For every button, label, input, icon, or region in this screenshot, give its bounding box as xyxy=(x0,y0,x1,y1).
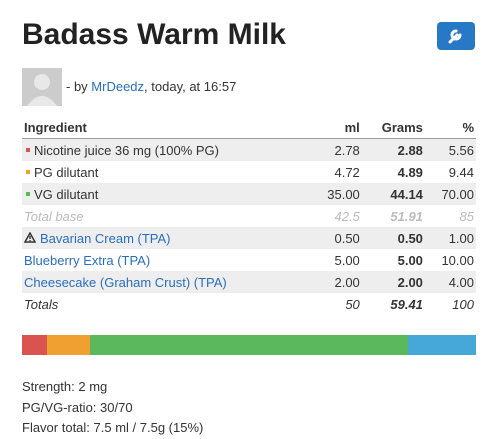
byline-prefix: - by xyxy=(66,79,88,94)
edit-button[interactable] xyxy=(437,22,475,50)
ingredient-cell: Nicotine juice 36 mg (100% PG) xyxy=(22,138,311,161)
ingredient-cell: Cheesecake (Graham Crust) (TPA) xyxy=(22,271,311,293)
warning-icon xyxy=(23,230,37,246)
summary: Strength: 2 mg PG/VG-ratio: 30/70 Flavor t… xyxy=(22,377,203,439)
value-cell: 2.88 xyxy=(361,138,425,161)
value-cell: 70.00 xyxy=(424,183,476,205)
column-header: Ingredient xyxy=(22,116,311,139)
value-cell: 35.00 xyxy=(310,183,362,205)
column-header: % xyxy=(424,116,476,139)
header-row: Ingredient ml Grams% xyxy=(22,116,476,139)
value-cell: 10.00 xyxy=(441,252,474,268)
value-cell: 4.89 xyxy=(397,164,423,180)
summary-line: Flavor total: 7.5 ml / 7.5g (15%) xyxy=(22,420,204,435)
byline-suffix: , today, at 16:57 xyxy=(144,79,237,94)
value-cell: 44.14 xyxy=(361,183,425,205)
ingredient-cell: Bavarian Cream (TPA) xyxy=(22,227,311,249)
value-cell: 59.41 xyxy=(390,296,423,312)
ingredient-table: Ingredient ml Grams% Nicotine juice 36 mg (… xyxy=(22,116,476,315)
value-cell: 5.56 xyxy=(424,138,476,161)
value-cell: 1.00 xyxy=(424,227,476,249)
ingredient-name: VG dilutant xyxy=(34,186,99,202)
ingredient-name: Nicotine juice 36 mg (100% PG) xyxy=(34,142,219,158)
value-cell: 0.50 xyxy=(310,227,362,249)
bar-segment xyxy=(90,335,408,355)
value-cell: 5.00 xyxy=(334,252,360,268)
ingredient-name[interactable]: Bavarian Cream (TPA) xyxy=(40,230,171,246)
bar-segment xyxy=(407,335,476,355)
color-marker xyxy=(26,148,30,153)
table-row: PG dilutant 4.72 4.89 9.44 xyxy=(22,161,476,183)
ingredient-name: Total base xyxy=(24,208,84,224)
byline: - by MrDeedz, today, at 16:57 xyxy=(66,79,236,94)
summary-line: Strength: 2 mg xyxy=(22,379,108,394)
table-row: VG dilutant 35.00 44.14 70.00 xyxy=(22,183,476,205)
table-row: Bavarian Cream (TPA) 0.50 0.50 1.00 xyxy=(22,227,476,249)
color-marker xyxy=(26,192,30,197)
ingredient-name[interactable]: Blueberry Extra (TPA) xyxy=(24,252,151,268)
value-cell: 4.00 xyxy=(424,271,476,293)
ingredient-cell: PG dilutant xyxy=(22,161,311,183)
value-cell: 4.72 xyxy=(334,164,360,180)
column-header: Grams xyxy=(361,116,425,139)
value-cell: 2.78 xyxy=(310,138,362,161)
mix-bar xyxy=(22,335,476,355)
table-row: Blueberry Extra (TPA) 5.00 5.00 10.00 xyxy=(22,249,476,271)
bar-segment xyxy=(47,335,91,355)
ingredient-name[interactable]: Cheesecake (Graham Crust) (TPA) xyxy=(24,274,227,290)
value-cell: 5.00 xyxy=(397,252,423,268)
table-row: Nicotine juice 36 mg (100% PG) 2.78 2.88 5.… xyxy=(22,138,476,161)
avatar xyxy=(22,68,62,106)
avatar-icon xyxy=(27,74,57,106)
summary-line: PG/VG-ratio: 30/70 xyxy=(22,399,133,415)
value-cell: 42.5 xyxy=(334,208,360,224)
value-cell: 9.44 xyxy=(448,164,474,180)
table-row: Totals 50 59.41 100 xyxy=(22,293,476,315)
column-header: ml xyxy=(310,116,362,139)
value-cell: 0.50 xyxy=(361,227,425,249)
value-cell: 2.00 xyxy=(361,271,425,293)
bar-segment xyxy=(22,335,48,355)
ingredient-cell: Total base xyxy=(22,205,311,227)
value-cell: 50 xyxy=(345,296,360,312)
value-cell: 51.91 xyxy=(390,208,423,224)
table-row: Total base 42.5 51.91 85 xyxy=(22,205,476,227)
table-row: Cheesecake (Graham Crust) (TPA) 2.00 2.00 4… xyxy=(22,271,476,293)
value-cell: 85 xyxy=(459,208,474,224)
wrench-icon xyxy=(448,29,462,44)
author-link[interactable]: MrDeedz xyxy=(91,79,145,94)
value-cell: 100 xyxy=(452,296,474,312)
ingredient-cell: Blueberry Extra (TPA) xyxy=(22,249,311,271)
value-cell: 2.00 xyxy=(310,271,362,293)
ingredient-cell: Totals xyxy=(22,293,311,315)
ingredient-cell: VG dilutant xyxy=(22,183,311,205)
ingredient-name: Totals xyxy=(24,296,59,312)
ingredient-name: PG dilutant xyxy=(34,164,99,180)
color-marker xyxy=(26,170,30,175)
recipe-title: Badass Warm Milk xyxy=(22,18,286,51)
